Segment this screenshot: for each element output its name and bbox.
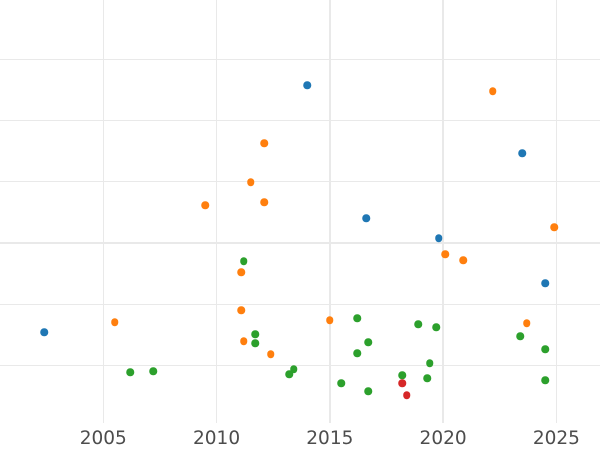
data-point-orange [441,250,450,258]
gridline-horizontal [0,181,600,183]
data-point-green [414,320,422,328]
x-tick-label: 2015 [306,428,354,449]
data-point-green [285,370,293,378]
data-point-green [541,345,549,353]
data-point-green [251,330,259,338]
data-point-orange [237,306,246,314]
data-point-orange [267,350,275,358]
data-point-red [403,391,411,399]
data-point-green [425,359,434,367]
data-point-red [398,379,407,387]
data-point-green [432,323,441,331]
data-point-green [289,365,298,373]
data-point-blue [541,279,549,287]
data-point-orange [237,268,246,276]
gridline-horizontal [0,303,600,305]
data-point-orange [550,223,558,231]
data-point-orange [260,139,268,147]
data-point-green [541,376,549,384]
data-point-green [239,257,248,265]
gridline-vertical [329,0,331,423]
data-point-green [251,339,259,347]
data-point-orange [489,87,497,95]
data-point-orange [459,256,468,264]
gridline-horizontal [0,364,600,367]
data-point-orange [523,319,531,327]
gridline-horizontal [0,119,600,122]
data-point-orange [110,318,119,326]
data-point-green [398,371,407,379]
data-point-green [149,367,157,375]
data-point-blue [40,328,49,336]
gridline-horizontal [0,58,600,60]
gridline-vertical [215,0,218,423]
data-point-blue [518,149,527,157]
data-point-blue [434,234,443,242]
data-point-blue [303,81,311,89]
gridline-vertical [102,0,104,423]
data-point-green [364,387,373,395]
gridline-vertical [442,0,444,423]
gridline-vertical [555,0,558,423]
x-tick-label: 2005 [79,428,127,449]
data-point-orange [260,198,268,206]
data-point-green [516,332,524,340]
data-point-green [126,368,135,376]
data-point-green [423,374,431,382]
gridline-horizontal [0,242,600,244]
data-point-orange [201,201,209,209]
data-point-orange [246,178,255,186]
data-point-blue [362,214,370,222]
x-tick-label: 2010 [193,428,241,449]
data-point-orange [239,337,248,345]
data-point-green [353,314,361,322]
x-tick-label: 2020 [419,428,467,449]
data-point-green [364,338,373,346]
data-point-orange [326,316,334,324]
x-tick-label: 2025 [532,428,580,449]
data-point-green [337,379,345,387]
data-point-green [353,349,361,357]
